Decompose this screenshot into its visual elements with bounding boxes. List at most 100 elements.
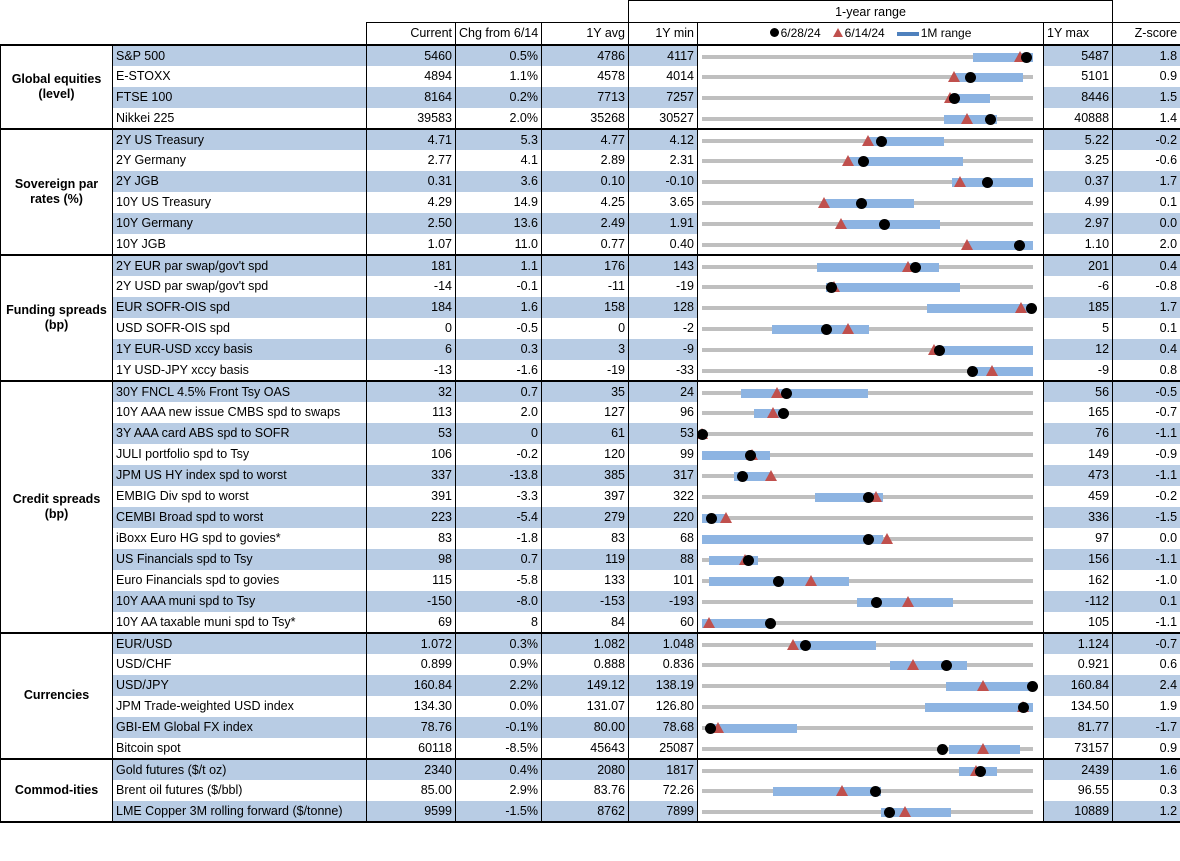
one-month-range-bar bbox=[702, 534, 884, 544]
table-row: 10Y AAA muni spd to Tsy -150 -8.0 -153 -193 -… bbox=[1, 590, 1180, 612]
col-chg: Chg from 6/14 bbox=[455, 22, 542, 45]
cell-min: -9 bbox=[628, 338, 699, 360]
cell-avg: 1.082 bbox=[540, 631, 630, 654]
range-cell bbox=[697, 464, 1045, 486]
cell-chg: 13.6 bbox=[455, 212, 542, 234]
current-value-marker bbox=[870, 785, 882, 797]
range-track bbox=[702, 612, 1034, 631]
row-name: 3Y AAA card ABS spd to SOFR bbox=[112, 422, 367, 444]
cell-current: 6 bbox=[366, 338, 456, 360]
cell-z: 0.4 bbox=[1112, 253, 1180, 276]
cell-z: -0.7 bbox=[1112, 401, 1180, 423]
range-track bbox=[702, 696, 1034, 717]
cell-max: 134.50 bbox=[1043, 695, 1114, 717]
current-value-marker bbox=[826, 281, 838, 293]
range-line bbox=[702, 390, 1034, 395]
cell-min: 24 bbox=[628, 379, 699, 402]
cell-max: 8446 bbox=[1043, 86, 1114, 108]
cell-min: 68 bbox=[628, 527, 699, 549]
prior-value-marker bbox=[947, 70, 960, 82]
bar-icon bbox=[896, 32, 919, 37]
table-row: USD/CHF 0.899 0.9% 0.888 0.836 0.921 0.6 bbox=[1, 653, 1180, 675]
cell-chg: -0.2 bbox=[455, 443, 542, 465]
table-row: Sovereign par rates (%) 2Y US Treasury 4.7… bbox=[0, 127, 1180, 256]
cell-current: 2.50 bbox=[366, 212, 456, 234]
range-cell bbox=[697, 275, 1045, 297]
table-row: 3Y AAA card ABS spd to SOFR 53 0 61 53 76 -1.1 bbox=[1, 422, 1180, 444]
row-name: 1Y USD-JPY xccy basis bbox=[112, 359, 367, 382]
cell-avg: 127 bbox=[540, 401, 630, 423]
cell-max: 5 bbox=[1043, 317, 1114, 339]
range-track bbox=[702, 297, 1037, 318]
current-value-marker bbox=[705, 512, 717, 524]
cell-z: 1.4 bbox=[1112, 107, 1180, 130]
row-name: 10Y AA taxable muni spd to Tsy* bbox=[112, 611, 367, 634]
group-label: Global equities (level) bbox=[0, 43, 113, 130]
range-track bbox=[702, 257, 1034, 276]
col-current: Current bbox=[366, 22, 456, 45]
current-value-marker bbox=[984, 113, 996, 125]
cell-avg: 133 bbox=[540, 569, 630, 591]
cell-z: 2.4 bbox=[1112, 674, 1180, 696]
current-value-marker bbox=[862, 491, 874, 503]
range-cell bbox=[697, 317, 1045, 339]
row-name: S&P 500 bbox=[112, 43, 367, 66]
cell-chg: 2.0% bbox=[455, 107, 542, 130]
range-line bbox=[702, 179, 1034, 184]
row-name: EUR/USD bbox=[112, 631, 367, 654]
cell-chg: -0.1 bbox=[455, 275, 542, 297]
range-cell bbox=[697, 548, 1045, 570]
range-track bbox=[702, 47, 1034, 66]
cell-current: 184 bbox=[366, 296, 456, 318]
cell-chg: 5.3 bbox=[455, 127, 542, 150]
one-month-range-bar bbox=[824, 198, 914, 208]
cell-chg: -1.8 bbox=[455, 527, 542, 549]
prior-value-marker bbox=[977, 679, 990, 691]
range-cell bbox=[697, 233, 1045, 256]
prior-value-marker bbox=[711, 721, 724, 733]
cell-min: 30527 bbox=[628, 107, 699, 130]
cell-chg: -3.3 bbox=[455, 485, 542, 507]
cell-z: 1.7 bbox=[1112, 296, 1180, 318]
cell-avg: 61 bbox=[540, 422, 630, 444]
range-line bbox=[702, 95, 1034, 100]
one-month-range-bar bbox=[816, 262, 940, 272]
group-label: Commod-ities bbox=[0, 757, 113, 823]
cell-current: 160.84 bbox=[366, 674, 456, 696]
range-track bbox=[702, 738, 1034, 757]
cell-current: 78.76 bbox=[366, 716, 456, 738]
cell-min: 2.31 bbox=[628, 149, 699, 171]
current-value-marker bbox=[781, 387, 793, 399]
cell-chg: 0.7 bbox=[455, 548, 542, 570]
cell-avg: 2080 bbox=[540, 757, 630, 780]
table-row: E-STOXX 4894 1.1% 4578 4014 5101 0.9 bbox=[1, 65, 1180, 87]
one-month-range-bar bbox=[702, 450, 770, 460]
row-name: CEMBI Broad spd to worst bbox=[112, 506, 367, 528]
row-name: 30Y FNCL 4.5% Front Tsy OAS bbox=[112, 379, 367, 402]
cell-min: 72.26 bbox=[628, 779, 699, 801]
table-row: 10Y AA taxable muni spd to Tsy* 69 8 84 60 10… bbox=[1, 611, 1180, 634]
cell-max: -9 bbox=[1043, 359, 1114, 382]
row-name: LME Copper 3M rolling forward ($/tonne) bbox=[112, 800, 367, 823]
cell-min: 322 bbox=[628, 485, 699, 507]
table-row: 10Y JGB 1.07 11.0 0.77 0.40 1.10 2.0 bbox=[1, 233, 1180, 256]
row-name: E-STOXX bbox=[112, 65, 367, 87]
row-name: Euro Financials spd to govies bbox=[112, 569, 367, 591]
cell-z: 2.0 bbox=[1112, 233, 1180, 256]
cell-current: 39583 bbox=[366, 107, 456, 130]
one-month-range-bar bbox=[702, 618, 770, 628]
range-track bbox=[702, 318, 1034, 339]
one-month-range-bar bbox=[708, 555, 759, 565]
one-month-range-bar bbox=[973, 366, 1033, 376]
cell-chg: -0.1% bbox=[455, 716, 542, 738]
range-track bbox=[702, 717, 1034, 738]
cell-avg: -153 bbox=[540, 590, 630, 612]
row-name: 2Y Germany bbox=[112, 149, 367, 171]
range-line bbox=[702, 768, 1034, 773]
range-track bbox=[702, 171, 1034, 192]
range-cell bbox=[697, 65, 1045, 87]
cell-max: 0.37 bbox=[1043, 170, 1114, 192]
range-line bbox=[702, 54, 1034, 59]
range-track bbox=[702, 108, 1034, 127]
prior-value-marker bbox=[841, 322, 854, 334]
